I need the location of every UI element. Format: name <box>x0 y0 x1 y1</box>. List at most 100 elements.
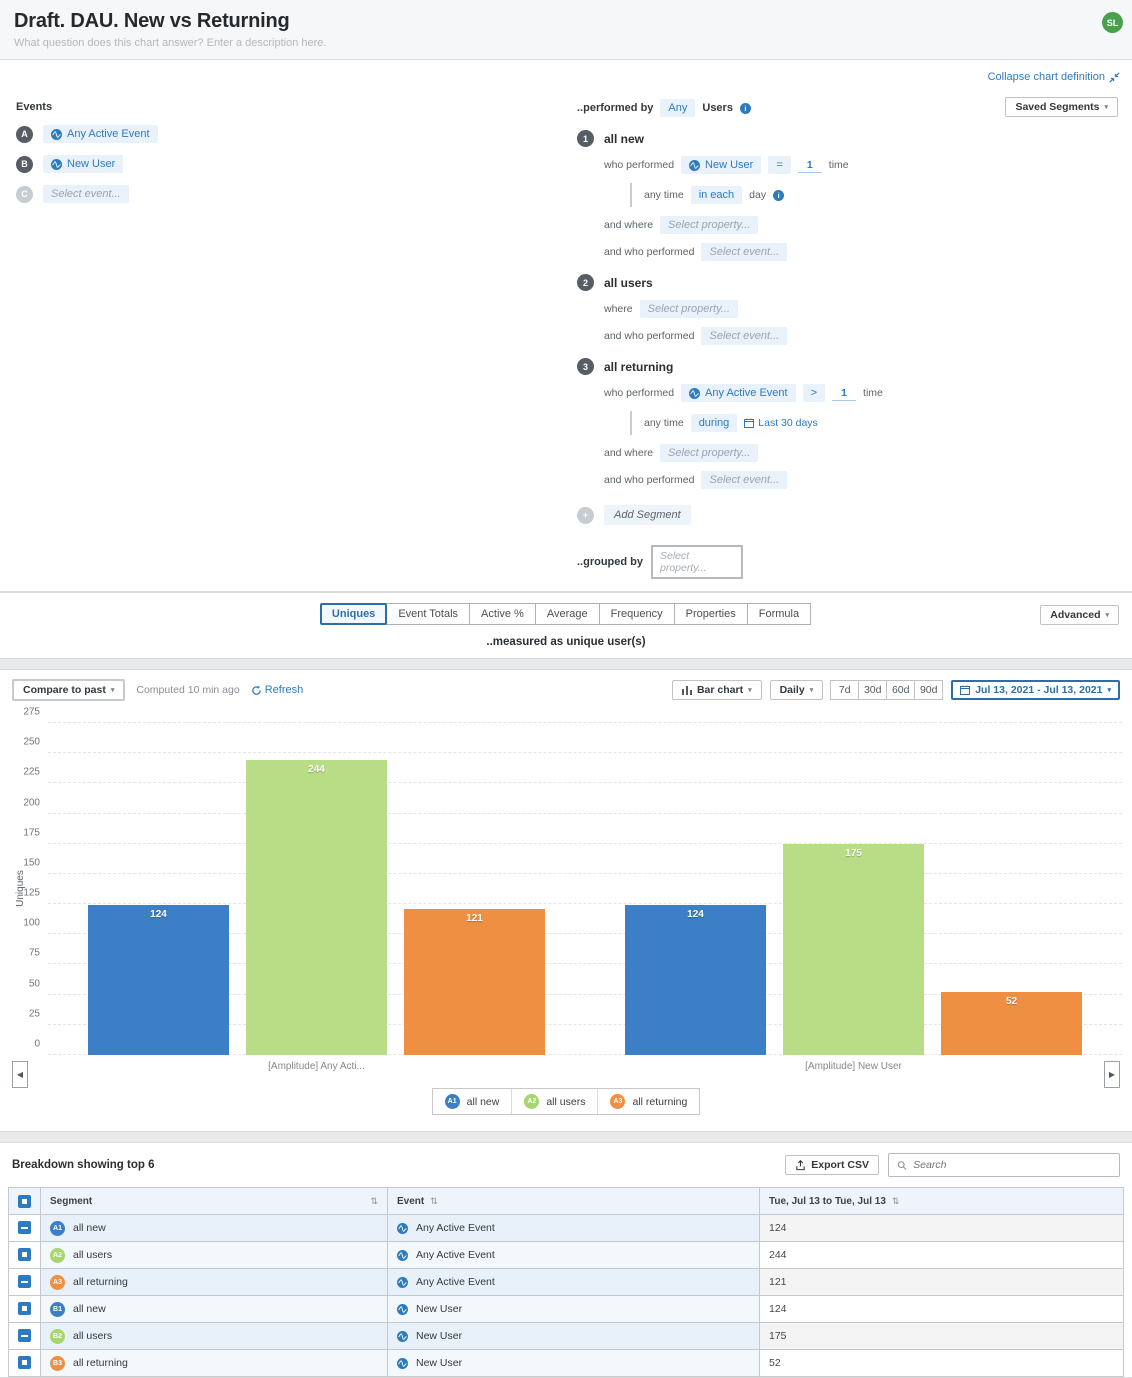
performed-by-any-selector[interactable]: Any <box>660 99 696 117</box>
metric-tab-properties[interactable]: Properties <box>673 603 748 625</box>
y-axis-tick: 150 <box>23 857 40 869</box>
event-pill[interactable]: New User <box>681 156 762 174</box>
sort-icon[interactable]: ⇅ <box>430 1195 438 1206</box>
y-axis-tick: 25 <box>28 1008 40 1020</box>
bar-all-returning[interactable]: 121 <box>404 908 545 1055</box>
amplitude-event-icon <box>689 159 701 171</box>
chart-type-button[interactable]: Bar chart ▾ <box>671 680 762 700</box>
performed-by-label: ..performed by <box>577 102 654 114</box>
event-name-cell: New User <box>416 1330 463 1342</box>
select-all-checkbox[interactable] <box>18 1194 31 1208</box>
date-range-button[interactable]: Jul 13, 2021 - Jul 13, 2021 ▾ <box>951 680 1120 700</box>
event-pill[interactable]: New User <box>43 155 124 173</box>
range-button-90d[interactable]: 90d <box>914 680 944 700</box>
clause-label: who performed <box>604 159 675 171</box>
bar-all-new[interactable]: 124 <box>88 905 229 1055</box>
chart-legend: A1 all new A2 all users A3 all returning <box>431 1088 701 1115</box>
computed-timestamp: Computed 10 min ago <box>136 684 240 696</box>
user-avatar[interactable]: SL <box>1102 12 1123 33</box>
event-name-cell: New User <box>416 1357 463 1369</box>
info-icon[interactable]: i <box>739 102 751 114</box>
bar-all-users[interactable]: 244 <box>246 760 387 1055</box>
select-placeholder[interactable]: Select event... <box>701 243 788 261</box>
select-placeholder[interactable]: Select property... <box>639 300 738 318</box>
event-pill[interactable]: Any Active Event <box>43 125 158 143</box>
operator-pill[interactable]: during <box>690 414 738 432</box>
segment-column-header[interactable]: Segment ⇅ <box>40 1187 388 1215</box>
select-placeholder[interactable]: Select property... <box>660 216 759 234</box>
metric-tab-active-[interactable]: Active % <box>469 603 536 625</box>
row-visibility-checkbox[interactable] <box>18 1248 31 1262</box>
legend-item-all-users[interactable]: A2 all users <box>511 1089 597 1114</box>
amplitude-event-icon <box>51 158 62 170</box>
chart-scroll-right-button[interactable]: ▶ <box>1104 1061 1120 1088</box>
segments-panel: ..performed by Any Users i Saved Segment… <box>577 87 1132 591</box>
date-filter-link[interactable]: Last 30 days <box>744 417 818 429</box>
metric-tab-uniques[interactable]: Uniques <box>319 603 388 625</box>
refresh-button[interactable]: Refresh <box>251 684 303 696</box>
table-row: B1 all new New User 124 <box>8 1295 1124 1323</box>
measured-as-label: ..measured as unique user(s) <box>486 636 646 648</box>
operator-pill[interactable]: = <box>768 156 791 174</box>
search-input[interactable] <box>913 1159 1111 1171</box>
add-segment-button[interactable]: Add Segment <box>604 505 691 525</box>
metric-tab-event-totals[interactable]: Event Totals <box>386 603 471 625</box>
series-badge: A3 <box>50 1274 65 1290</box>
event-column-header[interactable]: Event ⇅ <box>387 1187 760 1215</box>
count-input[interactable]: 1 <box>797 158 822 173</box>
y-axis-tick: 250 <box>23 736 40 748</box>
info-icon[interactable]: i <box>773 189 785 201</box>
gridline <box>48 722 1122 723</box>
operator-pill[interactable]: in each <box>690 186 743 204</box>
segment-clause-row: any time during Last 30 days <box>630 411 1118 435</box>
export-csv-button[interactable]: Export CSV <box>785 1155 879 1175</box>
select-placeholder[interactable]: Select event... <box>701 471 788 489</box>
gridline <box>48 1054 1122 1055</box>
row-visibility-checkbox[interactable] <box>18 1275 31 1289</box>
row-visibility-checkbox[interactable] <box>18 1329 31 1343</box>
range-button-7d[interactable]: 7d <box>830 680 860 700</box>
row-visibility-checkbox[interactable] <box>18 1356 31 1370</box>
select-placeholder[interactable]: Select event... <box>701 327 788 345</box>
segment-clause-row: where Select property... <box>604 300 1118 318</box>
metric-tab-average[interactable]: Average <box>534 603 600 625</box>
collapse-chart-definition-link[interactable]: Collapse chart definition <box>988 71 1120 83</box>
bar-all-users[interactable]: 175 <box>783 843 924 1055</box>
interval-button[interactable]: Daily ▾ <box>769 680 824 700</box>
series-badge: A1 <box>444 1094 460 1109</box>
metric-tab-frequency[interactable]: Frequency <box>598 603 675 625</box>
segment-name[interactable]: all users <box>604 275 653 290</box>
event-pill[interactable]: Any Active Event <box>681 384 796 402</box>
event-row: C Select event... <box>16 185 561 203</box>
page-description-placeholder[interactable]: What question does this chart answer? En… <box>14 37 327 49</box>
chart-scroll-left-button[interactable]: ◀ <box>12 1061 28 1088</box>
gridline <box>48 872 1122 874</box>
table-row: B3 all returning New User 52 <box>8 1349 1124 1377</box>
compare-to-past-button[interactable]: Compare to past ▾ <box>12 679 126 701</box>
legend-item-all-returning[interactable]: A3 all returning <box>597 1089 699 1114</box>
select-placeholder[interactable]: Select property... <box>660 444 759 462</box>
sort-icon[interactable]: ⇅ <box>370 1195 378 1206</box>
saved-segments-button[interactable]: Saved Segments ▾ <box>1005 97 1118 117</box>
advanced-button[interactable]: Advanced ▾ <box>1040 605 1119 625</box>
segment-name[interactable]: all returning <box>604 359 674 374</box>
count-input[interactable]: 1 <box>832 386 857 401</box>
legend-item-all-new[interactable]: A1 all new <box>433 1089 512 1114</box>
bar-all-new[interactable]: 124 <box>625 905 766 1055</box>
segment-number-badge: 3 <box>577 358 594 375</box>
bar-all-returning[interactable]: 52 <box>941 992 1082 1055</box>
calendar-icon <box>960 685 971 695</box>
clause-label: and who performed <box>604 474 695 486</box>
segment-name[interactable]: all new <box>604 131 645 146</box>
row-visibility-checkbox[interactable] <box>18 1302 31 1316</box>
grouped-by-select-property[interactable]: Select property... <box>651 545 743 579</box>
range-button-60d[interactable]: 60d <box>886 680 916 700</box>
date-column-header[interactable]: Tue, Jul 13 to Tue, Jul 13 ⇅ <box>759 1187 1124 1215</box>
operator-pill[interactable]: > <box>802 384 826 402</box>
select-event-placeholder[interactable]: Select event... <box>43 185 129 203</box>
events-label: Events <box>16 101 53 113</box>
sort-icon[interactable]: ⇅ <box>891 1195 900 1206</box>
row-visibility-checkbox[interactable] <box>18 1221 31 1235</box>
metric-tab-formula[interactable]: Formula <box>746 603 812 625</box>
range-button-30d[interactable]: 30d <box>858 680 888 700</box>
